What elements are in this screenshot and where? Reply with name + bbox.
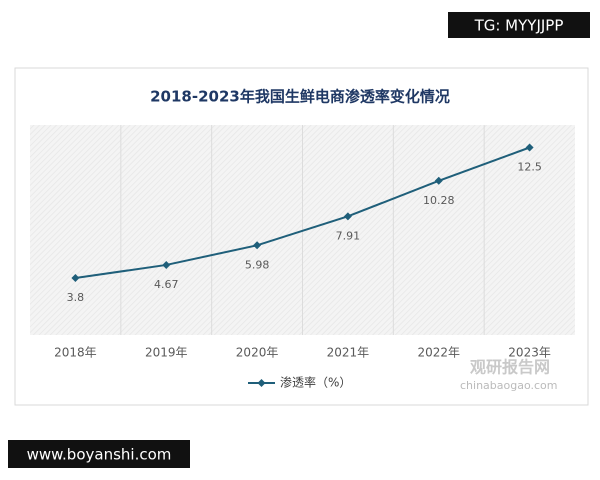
point	[343, 212, 352, 221]
data-label: 4.67	[154, 278, 179, 291]
point	[434, 176, 443, 185]
watermark-logo: 观研报告网	[470, 358, 550, 377]
point	[71, 274, 80, 282]
legend-marker	[257, 379, 266, 387]
x-tick-label: 2023年	[508, 346, 551, 360]
line	[75, 146, 530, 279]
watermark-box	[448, 12, 590, 38]
x-tick-label: 2022年	[417, 346, 460, 360]
data-label: 3.8	[67, 291, 85, 304]
point	[253, 241, 262, 250]
watermark-box	[8, 440, 190, 468]
watermark-url: chinabaogao.com	[460, 379, 558, 392]
x-tick-label: 2018年	[54, 346, 97, 360]
chart-title: 2018-2023年我国生鲜电商渗透率变化情况	[150, 88, 450, 106]
legend-label: 渗透率（%）	[280, 375, 351, 390]
x-tick-label: 2019年	[145, 346, 188, 360]
data-label: 7.91	[336, 229, 361, 242]
x-tick-label: 2021年	[327, 346, 370, 360]
x-tick-label: 2020年	[236, 346, 279, 360]
data-label: 12.5	[517, 161, 542, 174]
point	[162, 260, 171, 269]
data-label: 5.98	[245, 258, 270, 271]
watermark-bottom: www.boyanshi.com	[27, 446, 172, 464]
watermark-top: TG: MYYJJPP	[474, 17, 564, 35]
data-label: 10.28	[423, 194, 455, 207]
point	[525, 143, 534, 152]
